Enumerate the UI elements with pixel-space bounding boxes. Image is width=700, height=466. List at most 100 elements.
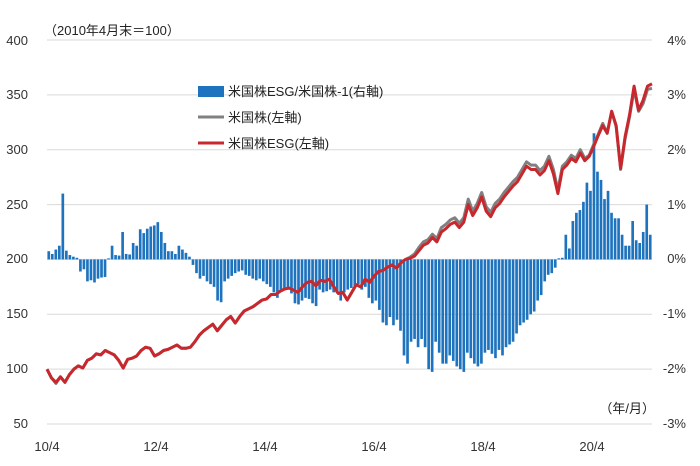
bar (599, 179, 603, 260)
bar (258, 259, 262, 279)
bar (399, 259, 402, 331)
bar (648, 234, 652, 260)
left-tick: 100 (6, 361, 28, 376)
bar (423, 259, 427, 348)
left-tick: 400 (6, 33, 28, 48)
bar (321, 259, 325, 293)
bar (279, 259, 283, 290)
bar (638, 242, 642, 260)
bar (592, 133, 596, 260)
bar (557, 258, 561, 260)
bar (307, 259, 311, 299)
bar (434, 259, 438, 342)
bar (476, 259, 480, 367)
bar (68, 255, 72, 260)
bar (128, 254, 131, 260)
bar (272, 259, 276, 293)
legend-swatch-bar (198, 86, 224, 97)
bar (543, 259, 547, 282)
x-tick: 18/4 (470, 439, 495, 454)
bar (159, 232, 163, 260)
bar (251, 259, 255, 279)
legend-label-us-stock: 米国株(左軸) (228, 110, 302, 125)
bar (363, 259, 367, 287)
bar-series (47, 133, 652, 372)
bar (226, 259, 230, 279)
bar (47, 251, 51, 260)
bar (184, 252, 188, 260)
legend: 米国株ESG/米国株-1(右軸) 米国株(左軸) 米国株ESG(左軸) (198, 84, 383, 151)
right-tick: 4% (667, 33, 686, 48)
bar (202, 259, 205, 276)
bar (568, 248, 571, 260)
bar (427, 259, 430, 370)
bar (550, 259, 554, 274)
bar (276, 259, 279, 298)
bar (124, 253, 128, 260)
bar (209, 259, 212, 285)
bar (135, 245, 139, 260)
bar (378, 259, 381, 310)
bar (261, 259, 265, 282)
bar (367, 259, 371, 298)
bar (504, 259, 508, 348)
bar (413, 259, 416, 339)
left-tick: 350 (6, 87, 28, 102)
bar (65, 250, 68, 260)
us-stock-line (45, 86, 653, 385)
bar (265, 259, 269, 285)
bar (448, 259, 452, 356)
bar (349, 259, 353, 288)
bar (515, 259, 518, 334)
bar (437, 259, 441, 353)
bar (254, 259, 258, 281)
left-tick: 150 (6, 306, 28, 321)
bar (332, 259, 335, 293)
right-tick: 2% (667, 142, 686, 157)
bar (75, 257, 79, 260)
bar (269, 259, 272, 287)
bar (420, 259, 423, 339)
x-tick: 10/4 (34, 439, 59, 454)
bar (314, 259, 318, 307)
bar (121, 232, 124, 260)
bar (596, 171, 599, 260)
bar (430, 259, 434, 372)
bar (494, 259, 497, 359)
bar (518, 259, 522, 326)
bar (487, 259, 490, 350)
bar (356, 259, 360, 285)
bar (371, 259, 374, 304)
bar (473, 259, 476, 364)
bar (339, 259, 343, 301)
bar (79, 259, 82, 272)
bar (212, 259, 216, 287)
bar (575, 212, 578, 260)
bar (483, 259, 487, 353)
bar (138, 229, 142, 260)
bar (117, 255, 121, 260)
bar (57, 245, 61, 260)
bar (466, 259, 469, 353)
bar (346, 259, 350, 290)
bar (114, 255, 117, 260)
base-note: （2010年4月末＝100） (44, 23, 180, 38)
bar (525, 259, 529, 320)
bar (546, 259, 550, 275)
right-tick: 1% (667, 197, 686, 212)
bar (131, 242, 135, 260)
x-tick: 12/4 (143, 439, 168, 454)
bar (240, 259, 244, 271)
bar (188, 256, 191, 260)
right-axis: -3% -2% -1% 0% 1% 2% 3% 4% (663, 33, 687, 431)
bar (631, 221, 634, 260)
right-tick: -3% (663, 416, 687, 431)
bar (107, 258, 110, 260)
bar (606, 190, 610, 260)
bar (620, 234, 624, 260)
bar (529, 259, 532, 315)
bar (342, 259, 346, 293)
bar (451, 259, 455, 361)
bar (174, 253, 177, 260)
